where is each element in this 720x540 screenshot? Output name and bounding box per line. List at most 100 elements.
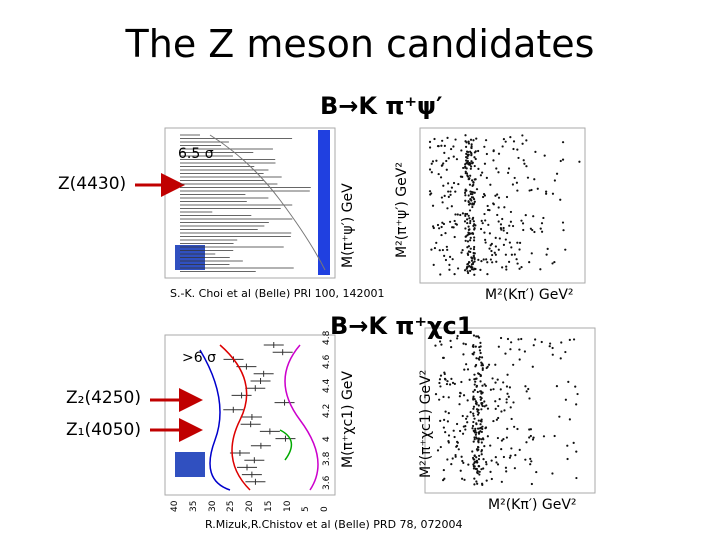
plot-mark xyxy=(535,470,538,474)
plot-mark xyxy=(466,175,470,178)
plot-mark xyxy=(470,146,473,150)
plot-mark xyxy=(442,162,445,165)
plot-mark xyxy=(450,186,454,189)
plot-mark xyxy=(447,412,450,415)
plot-mark xyxy=(497,416,500,420)
plot-mark xyxy=(464,239,467,242)
plot-mark xyxy=(473,245,476,249)
axis-label: M²(Kπ′) GeV² xyxy=(485,287,574,303)
plot-mark xyxy=(539,268,542,271)
plot-mark xyxy=(477,357,480,360)
plot-mark xyxy=(531,365,534,368)
plot-mark xyxy=(433,246,437,250)
plot-mark xyxy=(439,176,443,179)
plot-mark xyxy=(503,206,506,209)
plot-mark xyxy=(485,404,488,407)
plot-mark xyxy=(507,260,511,263)
plot-mark xyxy=(480,219,483,222)
plot-mark xyxy=(463,478,466,481)
plot-mark xyxy=(451,381,455,384)
plot-mark xyxy=(439,445,442,449)
plot-mark xyxy=(475,459,478,462)
plot-mark xyxy=(471,203,474,206)
plot-mark xyxy=(467,162,470,166)
plot-mark xyxy=(483,231,486,234)
plot-mark xyxy=(561,158,565,161)
plot-mark xyxy=(464,214,467,217)
plot-mark xyxy=(485,463,488,466)
plot-mark xyxy=(430,248,433,251)
plot-mark xyxy=(442,184,445,187)
plot-mark xyxy=(516,241,519,244)
plot-mark xyxy=(440,225,443,229)
plot-mark xyxy=(522,228,525,232)
plot-mark xyxy=(502,438,505,441)
plot-mark xyxy=(487,363,491,366)
plot-mark xyxy=(440,343,443,346)
plot-mark xyxy=(456,440,459,443)
plot-mark xyxy=(442,479,445,482)
plot-mark xyxy=(464,227,467,230)
plot-mark xyxy=(486,273,489,276)
plot-mark xyxy=(473,383,476,386)
plot-mark xyxy=(489,470,492,473)
plot-mark xyxy=(489,444,492,447)
plot-mark xyxy=(500,480,503,483)
plot-mark xyxy=(470,256,473,259)
plot-mark xyxy=(472,268,475,271)
plot-mark xyxy=(450,346,453,349)
plot-mark xyxy=(513,467,516,470)
plot-mark xyxy=(509,406,512,409)
plot-mark xyxy=(484,460,488,464)
plot-mark xyxy=(551,192,555,195)
plot-mark xyxy=(441,201,444,204)
plot-mark xyxy=(442,426,445,429)
plot-mark xyxy=(495,167,498,170)
plot-mark xyxy=(464,194,467,197)
plot-mark xyxy=(572,338,576,341)
dalitz-plot-2 xyxy=(424,327,596,494)
plot-mark xyxy=(533,178,536,181)
plot-mark xyxy=(506,427,509,431)
plot-mark xyxy=(464,428,467,431)
plot-mark xyxy=(449,193,452,196)
axis-label: M(π⁺χc1) GeV xyxy=(340,370,356,468)
plot-mark xyxy=(468,163,472,166)
plot-mark xyxy=(501,266,504,269)
plot-mark xyxy=(470,160,473,163)
plot-mark xyxy=(485,152,488,156)
plot-mark xyxy=(473,236,476,239)
plot-mark xyxy=(480,361,483,364)
plot-mark xyxy=(505,436,508,439)
title: The Z meson candidates xyxy=(125,22,595,66)
plot-mark xyxy=(465,156,468,159)
plot-mark xyxy=(474,433,477,436)
plot-mark xyxy=(473,252,476,255)
plot-mark xyxy=(444,378,447,381)
heading: B→K π⁺χc1 xyxy=(330,312,474,340)
plot-mark xyxy=(497,171,500,174)
plot-mark xyxy=(539,227,542,230)
plot-mark xyxy=(551,262,554,265)
plot-mark xyxy=(448,220,452,223)
plot-mark xyxy=(472,345,475,349)
plot-mark xyxy=(476,410,479,413)
plot-mark xyxy=(469,167,472,170)
plot-mark xyxy=(472,220,475,223)
plot-mark xyxy=(502,455,506,459)
plot-mark xyxy=(546,247,549,250)
plot-mark xyxy=(513,425,516,428)
plot-mark xyxy=(439,385,442,388)
plot-mark xyxy=(466,270,469,273)
plot-mark xyxy=(496,193,499,196)
plot-mark xyxy=(473,454,476,457)
plot-mark xyxy=(463,269,467,272)
plot-mark xyxy=(497,220,500,223)
plot-mark xyxy=(484,427,487,430)
plot-mark xyxy=(439,419,442,422)
plot-mark xyxy=(472,139,475,142)
plot-mark xyxy=(473,191,476,194)
plot-mark xyxy=(524,385,527,388)
plot-mark xyxy=(477,437,480,440)
plot-mark xyxy=(555,172,559,175)
